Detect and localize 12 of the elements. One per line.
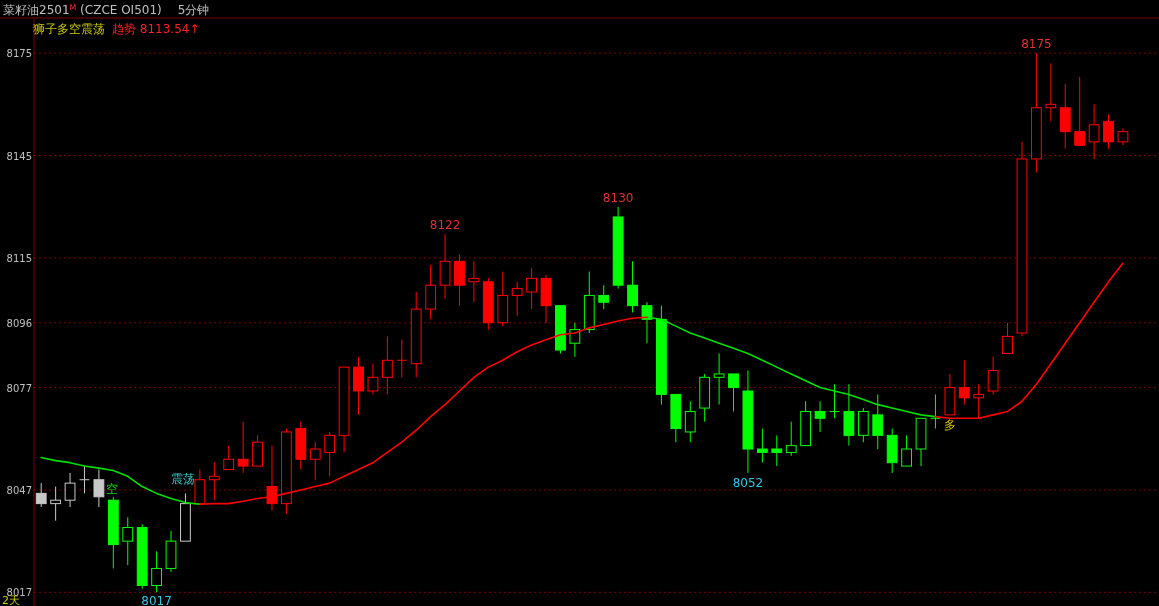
annotation: 8052	[732, 475, 764, 490]
annotation: 8175	[1021, 37, 1052, 52]
annotation: 8017	[141, 594, 172, 606]
annotation: 多	[943, 417, 956, 432]
annotation: 趋势 8113.54↑	[112, 22, 200, 36]
annotation: 8122	[429, 218, 461, 232]
annotation: 8130	[602, 190, 634, 205]
subtitle: 5分钟	[177, 3, 210, 17]
annotation: 空	[106, 481, 119, 496]
annotation: 狮子多空震荡	[33, 22, 105, 36]
title: 菜籽油2501$^{M}$ (CZCE OI501)	[3, 2, 162, 17]
annotation: 震荡	[171, 472, 196, 487]
